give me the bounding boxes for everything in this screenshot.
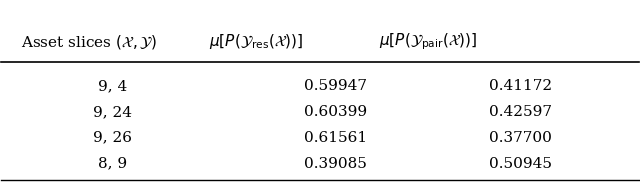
Text: 0.42597: 0.42597 (489, 105, 552, 119)
Text: 8, 9: 8, 9 (99, 157, 127, 171)
Text: $\mu[P(\mathcal{Y}_{\mathrm{res}}(\mathcal{X}))]$: $\mu[P(\mathcal{Y}_{\mathrm{res}}(\mathc… (209, 32, 303, 51)
Text: 0.39085: 0.39085 (305, 157, 367, 171)
Text: 0.37700: 0.37700 (490, 131, 552, 145)
Text: 9, 26: 9, 26 (93, 131, 132, 145)
Text: 0.59947: 0.59947 (305, 79, 367, 93)
Text: 9, 24: 9, 24 (93, 105, 132, 119)
Text: Asset slices $(\mathcal{X}, \mathcal{Y})$: Asset slices $(\mathcal{X}, \mathcal{Y})… (20, 33, 157, 51)
Text: 9, 4: 9, 4 (99, 79, 127, 93)
Text: 0.61561: 0.61561 (305, 131, 367, 145)
Text: 0.50945: 0.50945 (489, 157, 552, 171)
Text: $\mu[P(\mathcal{Y}_{\mathrm{pair}}(\mathcal{X}))]$: $\mu[P(\mathcal{Y}_{\mathrm{pair}}(\math… (379, 32, 477, 52)
Text: 0.60399: 0.60399 (305, 105, 367, 119)
Text: 0.41172: 0.41172 (489, 79, 552, 93)
